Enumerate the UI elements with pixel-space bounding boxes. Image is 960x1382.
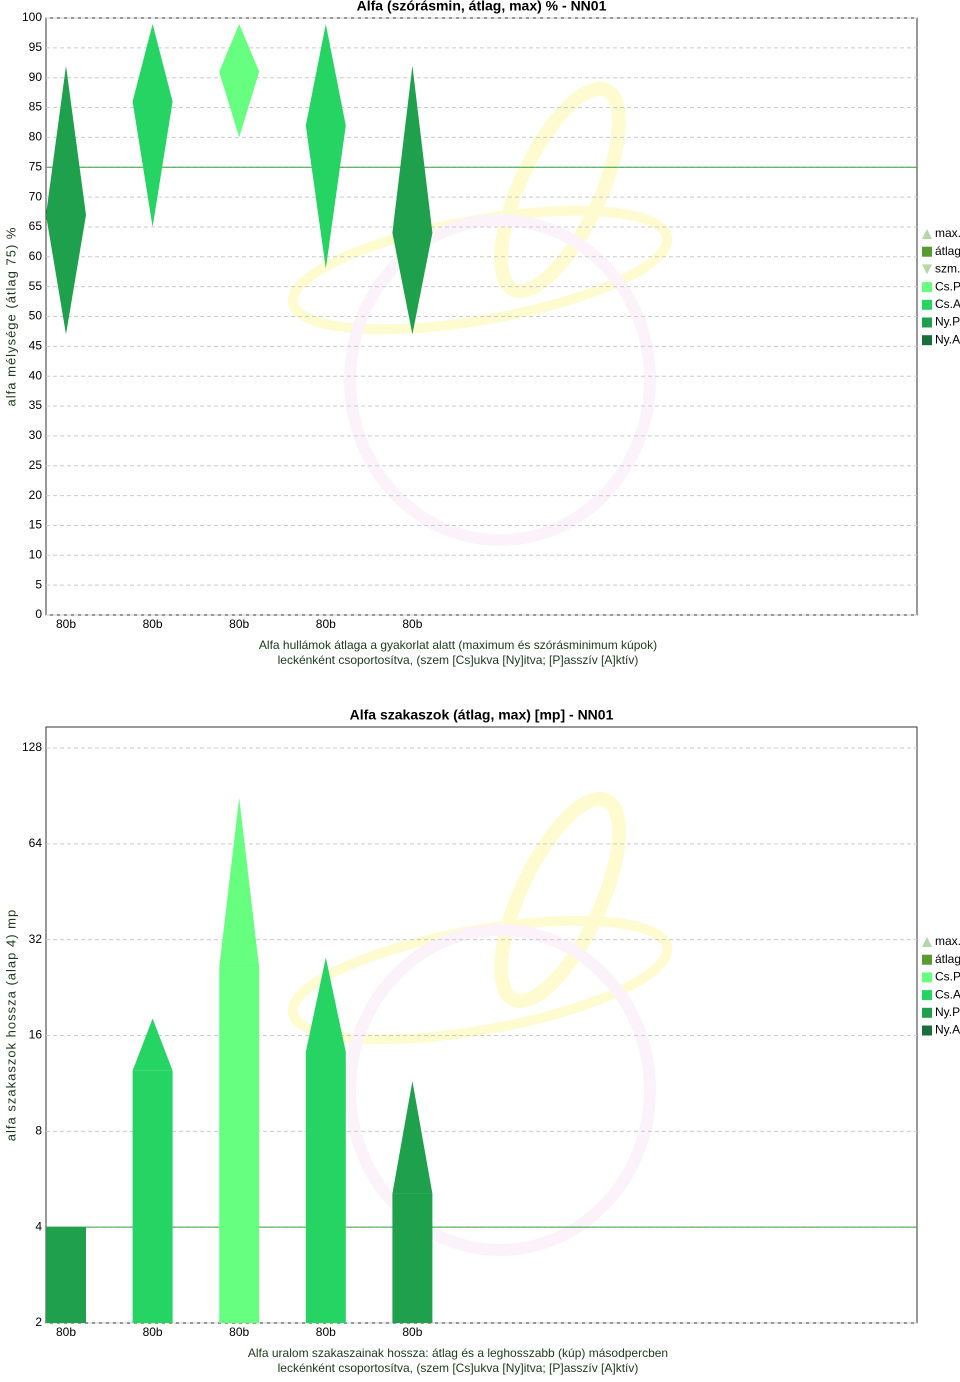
x-axis-label: Alfa hullámok átlaga a gyakorlat alatt (… — [259, 638, 657, 652]
x-tick-label: 80b — [56, 1325, 76, 1339]
y-tick-label: 65 — [29, 219, 43, 233]
legend-swatch — [922, 299, 932, 310]
x-tick-label: 80b — [402, 617, 422, 631]
y-tick-label: 50 — [29, 309, 43, 323]
y-tick-label: 25 — [29, 458, 43, 472]
legend-swatch — [922, 937, 932, 947]
y-axis-label: alfa mélysége (átlag 75) % — [3, 227, 18, 407]
x-tick-label: 80b — [316, 617, 336, 631]
x-axis-label: leckénként csoportosítva, (szem [Cs]ukva… — [278, 1361, 639, 1375]
y-tick-label: 70 — [29, 189, 43, 203]
legend-swatch — [922, 229, 932, 239]
legend-label: Cs.A — [935, 297, 960, 311]
chart-title: Alfa szakaszok (átlag, max) [mp] - NN01 — [350, 707, 614, 723]
x-axis-label: leckénként csoportosítva, (szem [Cs]ukva… — [278, 653, 639, 667]
legend-label: Ny.P — [935, 315, 960, 329]
x-tick-label: 80b — [143, 1325, 163, 1339]
legend-swatch — [922, 990, 932, 1001]
watermark — [287, 81, 673, 1256]
y-tick-label: 0 — [35, 607, 42, 621]
legend-label: max. — [935, 226, 960, 240]
y-tick-label: 5 — [35, 577, 42, 591]
y-tick-label: 32 — [29, 932, 43, 946]
max-cone — [392, 1081, 433, 1194]
diamond — [46, 65, 86, 335]
max-cone — [132, 1018, 173, 1071]
diamond — [392, 65, 433, 335]
y-tick-label: 8 — [35, 1124, 42, 1138]
y-tick-label: 45 — [29, 339, 43, 353]
legend-swatch — [922, 972, 932, 983]
legend-label: átlag — [935, 244, 960, 258]
y-tick-label: 10 — [29, 547, 43, 561]
y-tick-label: 128 — [22, 740, 42, 754]
x-tick-label: 80b — [143, 617, 163, 631]
y-tick-label: 100 — [22, 10, 42, 24]
chart-title: Alfa (szórásmin, átlag, max) % - NN01 — [357, 0, 607, 14]
y-tick-label: 55 — [29, 279, 43, 293]
diamond — [305, 23, 346, 269]
legend-swatch — [922, 246, 932, 257]
bar — [219, 967, 260, 1323]
bar — [132, 1070, 173, 1323]
legend-swatch — [922, 282, 932, 293]
legend-label: átlag — [935, 952, 960, 966]
y-tick-label: 4 — [35, 1219, 42, 1233]
bar — [392, 1193, 433, 1323]
x-tick-label: 80b — [229, 617, 249, 631]
legend-swatch — [922, 1025, 932, 1036]
y-tick-label: 95 — [29, 40, 43, 54]
legend-label: szm. — [935, 262, 960, 276]
legend-swatch — [922, 317, 932, 328]
y-tick-label: 40 — [29, 368, 43, 382]
y-tick-label: 16 — [29, 1028, 43, 1042]
y-tick-label: 20 — [29, 488, 43, 502]
legend-label: Cs.P — [935, 970, 960, 984]
y-tick-label: 75 — [29, 159, 43, 173]
y-tick-label: 85 — [29, 100, 43, 114]
max-cone — [219, 797, 260, 968]
bar — [305, 1052, 346, 1323]
legend-label: Ny.A — [935, 332, 960, 346]
legend-label: max. — [935, 934, 960, 948]
y-tick-label: 30 — [29, 428, 43, 442]
y-tick-label: 90 — [29, 70, 43, 84]
legend-swatch — [922, 1007, 932, 1018]
y-tick-label: 35 — [29, 398, 43, 412]
plot-area — [45, 726, 918, 1324]
x-axis-label: Alfa uralom szakaszainak hossza: átlag é… — [248, 1346, 668, 1360]
diamond — [219, 23, 260, 138]
x-tick-label: 80b — [56, 617, 76, 631]
y-axis-label: alfa szakaszok hossza (alap 4) mp — [3, 909, 18, 1141]
diamond — [132, 23, 173, 227]
y-tick-label: 2 — [35, 1315, 42, 1329]
y-tick-label: 64 — [29, 836, 43, 850]
max-cone — [305, 957, 346, 1053]
y-tick-label: 60 — [29, 249, 43, 263]
legend-label: Ny.A — [935, 1023, 960, 1037]
legend-label: Cs.P — [935, 279, 960, 293]
y-tick-label: 15 — [29, 518, 43, 532]
legend-swatch — [922, 954, 932, 965]
x-tick-label: 80b — [402, 1325, 422, 1339]
x-tick-label: 80b — [229, 1325, 249, 1339]
legend-label: Cs.A — [935, 987, 960, 1001]
legend-label: Ny.P — [935, 1005, 960, 1019]
y-tick-label: 80 — [29, 130, 43, 144]
bar — [46, 1227, 86, 1323]
x-tick-label: 80b — [316, 1325, 336, 1339]
legend-swatch — [922, 335, 932, 346]
legend-swatch — [922, 264, 932, 275]
